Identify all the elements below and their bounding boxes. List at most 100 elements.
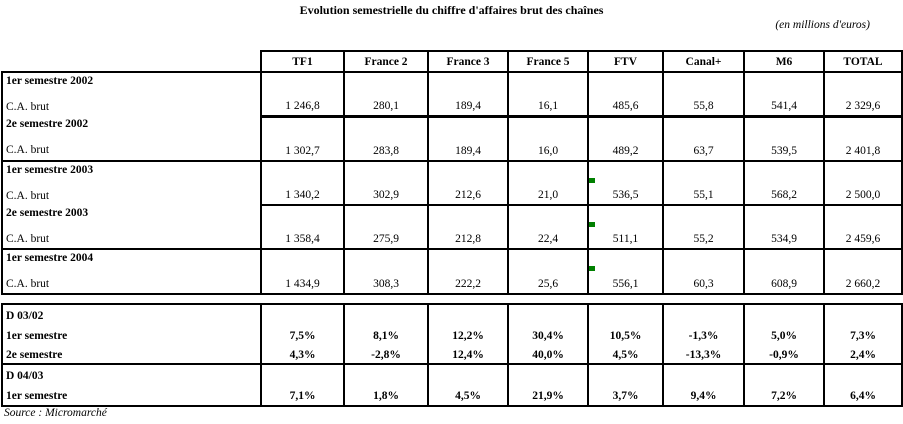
value-cell: 308,3: [343, 248, 429, 295]
column-header-france3: France 3: [427, 50, 509, 73]
metric-label: C.A. brut: [6, 144, 50, 156]
value-cell: 1 434,9: [260, 248, 345, 295]
value-cell: 1 246,8: [260, 71, 345, 118]
table-row: D 04/03: [1, 364, 903, 386]
value-cell: 189,4: [427, 115, 509, 162]
value-cell: 4,5%: [427, 386, 509, 407]
value-cell: [743, 303, 825, 326]
value-cell: 63,7: [662, 115, 745, 162]
value-cell: [507, 303, 589, 326]
value-cell: [343, 364, 429, 386]
value-cell: 7,2%: [743, 386, 825, 407]
value-cell: [823, 364, 903, 386]
value-cell: 1 340,2: [260, 160, 345, 206]
value-cell: 4,5%: [587, 346, 664, 365]
value-cell: 40,0%: [507, 346, 589, 365]
value-cell: 2 500,0: [823, 160, 903, 206]
column-header-france5: France 5: [507, 50, 589, 73]
table-row: 2e semestre 4,3% -2,8% 12,4% 40,0% 4,5% …: [1, 346, 903, 365]
table-row: 1 302,7 283,8 189,4 16,0 489,2 63,7 539,…: [2, 115, 903, 162]
value-cell: 222,2: [427, 248, 509, 295]
value-cell: 22,4: [507, 204, 589, 250]
variation-row-label: 1er semestre: [1, 326, 262, 346]
value-text: 536,5: [612, 189, 639, 201]
value-cell: 55,8: [662, 71, 745, 118]
unit-note: (en millions d'euros): [775, 19, 870, 31]
value-cell: [260, 364, 345, 386]
semester-label: 2e semestre 2003: [6, 207, 89, 219]
value-cell: 2,4%: [823, 346, 903, 365]
value-cell: [260, 303, 345, 326]
value-cell: 189,4: [427, 71, 509, 118]
value-cell: 60,3: [662, 248, 745, 295]
value-cell: 275,9: [343, 204, 429, 250]
table-row: 1er semestre 2004 C.A. brut 1 434,9 308,…: [1, 248, 903, 295]
value-cell: 55,1: [662, 160, 745, 206]
value-cell: 539,5: [743, 115, 825, 162]
value-text: 511,1: [612, 233, 639, 245]
value-cell: 1,8%: [343, 386, 429, 407]
value-cell: 30,4%: [507, 326, 589, 346]
row-label-2004: 1er semestre 2004 C.A. brut: [1, 248, 262, 295]
comment-marker-icon: [589, 178, 595, 183]
variation-block-label: D 04/03: [1, 364, 262, 386]
value-cell: 608,9: [743, 248, 825, 295]
table-row: 1er semestre 7,1% 1,8% 4,5% 21,9% 3,7% 9…: [1, 386, 903, 407]
table-row: 1er semestre 7,5% 8,1% 12,2% 30,4% 10,5%…: [1, 326, 903, 346]
column-header-ftv: FTV: [587, 50, 664, 73]
value-cell: 2 459,6: [823, 204, 903, 250]
value-cell: 7,3%: [823, 326, 903, 346]
source-note: Source : Micromarché: [4, 407, 107, 419]
variation-block-label: D 03/02: [1, 303, 262, 326]
metric-label: C.A. brut: [6, 190, 50, 202]
column-header-total: TOTAL: [823, 50, 903, 73]
value-cell: 8,1%: [343, 326, 429, 346]
value-cell: 541,4: [743, 71, 825, 118]
variation-row-label: 1er semestre: [1, 386, 262, 407]
value-cell: -13,3%: [662, 346, 745, 365]
value-cell: 2 329,6: [823, 71, 903, 118]
value-cell: [662, 303, 745, 326]
value-cell: 4,3%: [260, 346, 345, 365]
table-row: 1 358,4 275,9 212,8 22,4 511,1 55,2 534,…: [2, 204, 903, 250]
table-row: D 03/02: [1, 303, 903, 326]
table-row: 1er semestre 2002 C.A. brut 2e semestre …: [1, 71, 903, 162]
value-cell: 25,6: [507, 248, 589, 295]
value-cell: 21,0: [507, 160, 589, 206]
column-header-m6: M6: [743, 50, 825, 73]
value-cell: 6,4%: [823, 386, 903, 407]
value-cell: 16,0: [507, 115, 589, 162]
value-cell: 12,4%: [427, 346, 509, 365]
value-cell: 2 401,8: [823, 115, 903, 162]
semester-label: 1er semestre 2002: [6, 75, 94, 87]
comment-marker-icon: [589, 266, 595, 271]
value-cell: 511,1: [587, 204, 664, 250]
value-cell: 1 302,7: [260, 115, 345, 162]
semester-label: 1er semestre 2003: [6, 164, 94, 176]
value-cell: 21,9%: [507, 386, 589, 407]
value-cell: [662, 364, 745, 386]
variation-row-label: 2e semestre: [1, 346, 262, 365]
value-cell: [823, 303, 903, 326]
value-cell: [427, 364, 509, 386]
value-cell: 16,1: [507, 71, 589, 118]
semester-label: 2e semestre 2002: [6, 118, 89, 130]
value-cell: 212,6: [427, 160, 509, 206]
table-row: 1er semestre 2003 C.A. brut 2e semestre …: [1, 160, 903, 250]
value-cell: -1,3%: [662, 326, 745, 346]
column-header-tf1: TF1: [260, 50, 345, 73]
value-cell: 12,2%: [427, 326, 509, 346]
value-cell: 280,1: [343, 71, 429, 118]
value-cell: [587, 364, 664, 386]
row-label-group: 1er semestre 2003 C.A. brut: [3, 162, 260, 205]
value-cell: 283,8: [343, 115, 429, 162]
value-cell: 212,8: [427, 204, 509, 250]
value-cell: 302,9: [343, 160, 429, 206]
revenue-header-row: TF1 France 2 France 3 France 5 FTV Canal…: [2, 50, 903, 73]
metric-label: C.A. brut: [6, 233, 50, 245]
value-cell: 534,9: [743, 204, 825, 250]
value-cell: [507, 364, 589, 386]
value-cell: [427, 303, 509, 326]
column-header-canalplus: Canal+: [662, 50, 745, 73]
value-cell: 7,5%: [260, 326, 345, 346]
